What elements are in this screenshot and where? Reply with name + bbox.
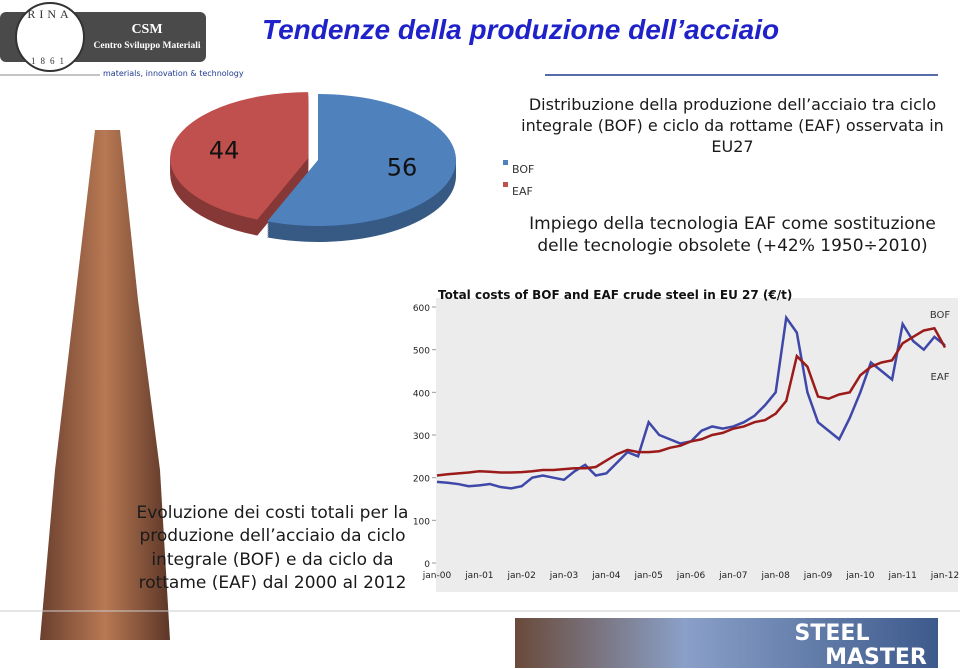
x-tick-label: jan-06 (676, 571, 706, 581)
slide-title: Tendenze della produzione dell’acciaio (262, 14, 780, 45)
x-tick-label: jan-10 (845, 571, 875, 581)
logo-subtitle: Centro Sviluppo Materiali (94, 41, 201, 51)
series-line (436, 326, 947, 477)
legend-label: EAF (512, 185, 533, 198)
y-tick-label: 500 (413, 347, 430, 357)
footer-brand: STEEL (795, 621, 870, 646)
legend-swatch (503, 160, 508, 165)
logo-name: CSM (131, 22, 162, 37)
x-tick-label: jan-05 (633, 571, 662, 581)
seal-year: 1861 (31, 56, 69, 66)
pie-slice (170, 92, 309, 220)
legend-label: BOF (512, 163, 534, 176)
y-tick-label: 200 (413, 475, 430, 485)
plot-area (436, 298, 958, 592)
x-tick-label: jan-12 (930, 571, 959, 581)
data-label: 56 (387, 154, 418, 182)
y-tick-label: 300 (413, 432, 430, 442)
footer-brand: MASTER (825, 645, 927, 669)
x-tick-label: jan-11 (887, 571, 916, 581)
caption: Evoluzione dei costi totali per la produ… (136, 503, 409, 593)
y-tick-label: 400 (413, 389, 430, 399)
logo-seal (15, 2, 85, 72)
data-label: 44 (209, 136, 240, 164)
y-tick-label: 600 (413, 304, 430, 314)
chart-title: Total costs of BOF and EAF crude steel i… (438, 288, 792, 302)
y-tick-label: 100 (413, 517, 430, 527)
x-tick-label: jan-01 (464, 571, 493, 581)
x-tick-label: jan-04 (591, 571, 621, 581)
caption: Impiego della tecnologia EAF come sostit… (529, 214, 936, 257)
tower-image (40, 130, 170, 640)
tagline: materials, innovation & technology (103, 69, 244, 78)
y-tick-label: 0 (424, 560, 430, 570)
x-tick-label: jan-09 (803, 571, 833, 581)
footer-image (515, 618, 938, 668)
x-tick-label: jan-00 (422, 571, 452, 581)
x-tick-label: jan-03 (549, 571, 578, 581)
series-label: BOF (930, 310, 951, 321)
x-tick-label: jan-02 (506, 571, 535, 581)
pie-title: Distribuzione della produzione dell’acci… (521, 95, 944, 157)
pie-slice (267, 94, 457, 227)
series-label: EAF (931, 372, 950, 383)
seal-text: RINA (27, 7, 72, 21)
legend-swatch (503, 182, 508, 187)
x-tick-label: jan-07 (718, 571, 747, 581)
x-tick-label: jan-08 (760, 571, 790, 581)
